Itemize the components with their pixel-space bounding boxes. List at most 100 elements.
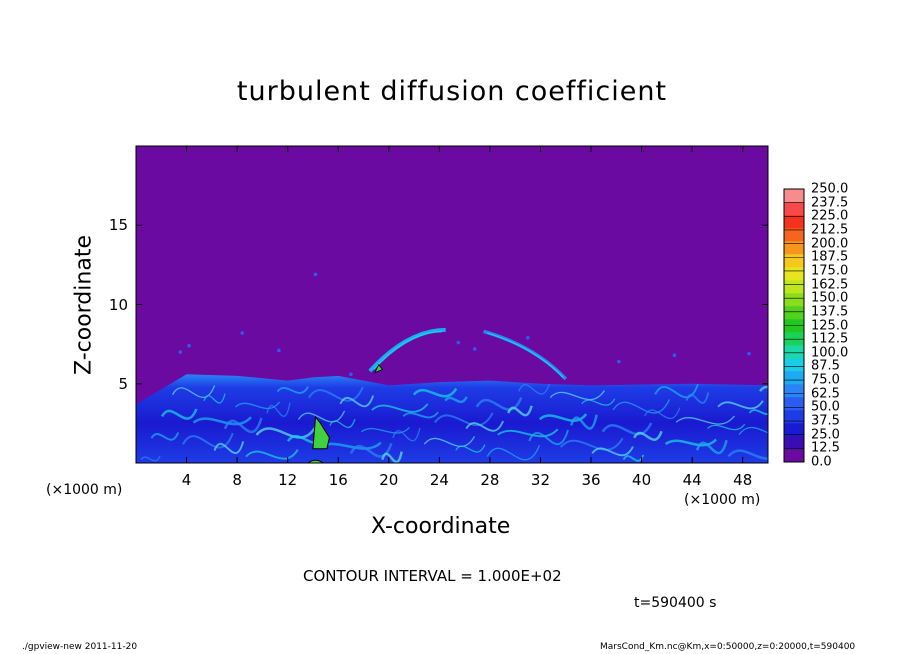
colorbar-swatch xyxy=(784,215,804,229)
eddy-streak xyxy=(371,403,429,413)
eddy-streak xyxy=(497,428,559,438)
x-tick-label: 4 xyxy=(181,471,192,489)
x-tick-label: 28 xyxy=(480,471,500,489)
eddy-streak xyxy=(654,383,699,399)
colorbar-swatch xyxy=(784,410,804,424)
eddy-streak xyxy=(434,412,494,427)
y-tick-label: 10 xyxy=(108,295,128,314)
colorbar-swatch xyxy=(784,241,804,255)
colorbar-level-label: 225.0 xyxy=(811,208,849,224)
colorbar-swatch xyxy=(784,267,804,281)
eddy-streak xyxy=(276,386,309,394)
x-tick-label: 36 xyxy=(581,471,601,489)
turbulence-speck xyxy=(277,348,281,353)
eddy-streak xyxy=(695,439,728,455)
eddy-streak xyxy=(412,387,458,398)
colorbar-swatch xyxy=(784,306,804,320)
eddy-streak xyxy=(381,451,403,463)
eddy-streak xyxy=(192,416,252,426)
filament-left-core xyxy=(373,330,442,370)
eddy-streak xyxy=(213,441,245,455)
x-tick-label: 16 xyxy=(328,471,348,489)
colorbar-swatch xyxy=(784,423,804,437)
eddy-streak xyxy=(203,393,226,404)
colorbar-swatch xyxy=(784,397,804,411)
eddy-streak xyxy=(738,424,768,439)
eddy-streak xyxy=(360,426,411,434)
eddy-streak xyxy=(559,437,624,451)
turbulence-speck xyxy=(747,351,751,356)
colorbar-swatch xyxy=(784,293,804,307)
colorbar-level-label: 237.5 xyxy=(811,195,849,211)
colorbar-swatch xyxy=(784,332,804,346)
turbulence-speck xyxy=(187,343,191,348)
eddy-streak xyxy=(707,423,746,431)
high-value-filament-patch xyxy=(374,363,384,374)
eddy-streak xyxy=(633,430,663,441)
colorbar-swatch xyxy=(784,436,804,450)
x-axis-unit-right: (×1000 m) xyxy=(684,492,761,508)
colorbar-swatch xyxy=(784,371,804,385)
eddy-streak xyxy=(581,398,616,406)
eddy-streak xyxy=(308,386,364,402)
colorbar-level-label: 200.0 xyxy=(811,236,849,252)
x-tick-label: 40 xyxy=(632,471,652,489)
turbulence-speck xyxy=(526,335,530,340)
turbulence-speck xyxy=(672,353,677,358)
chart-title: turbulent diffusion coefficient xyxy=(236,76,668,107)
colorbar-level-label: 87.5 xyxy=(811,358,840,374)
colorbar-level-label: 25.0 xyxy=(811,427,840,443)
turbulence-speck xyxy=(617,359,621,364)
colorbar-level-label: 125.0 xyxy=(811,318,849,333)
footer-right-text: MarsCond_Km.nc@Km,x=0:50000,z=0:20000,t=… xyxy=(600,642,856,652)
turbulence-speck xyxy=(178,350,183,354)
x-axis-label: X-coordinate xyxy=(371,514,511,539)
high-value-plume xyxy=(312,415,330,450)
eddy-streak xyxy=(160,408,198,420)
eddy-streak xyxy=(518,382,551,395)
colorbar-swatch xyxy=(784,189,804,203)
eddy-streak xyxy=(182,432,234,449)
x-tick-label: 44 xyxy=(682,471,702,489)
eddy-streak xyxy=(675,415,735,425)
eddy-streak xyxy=(423,436,476,448)
colorbar-swatch xyxy=(784,254,804,268)
eddy-streak xyxy=(140,455,161,462)
eddy-streak xyxy=(748,408,768,415)
turbulence-speck xyxy=(240,331,244,335)
eddy-streak xyxy=(171,385,216,399)
eddy-streak xyxy=(758,384,768,394)
eddy-streak xyxy=(549,390,605,401)
eddy-streak xyxy=(444,396,468,404)
eddy-streak xyxy=(664,438,718,447)
x-axis-unit-left: (×1000 m) xyxy=(46,482,123,498)
eddy-streak xyxy=(685,392,710,404)
eddy-streak xyxy=(507,405,533,417)
eddy-streak xyxy=(591,446,634,457)
colorbar-level-label: 187.5 xyxy=(811,249,849,265)
x-tick-label: 24 xyxy=(429,471,449,489)
eddy-streak xyxy=(717,400,764,410)
colorbar-swatch xyxy=(784,449,804,463)
eddy-streak xyxy=(266,402,291,417)
eddy-streak xyxy=(528,429,569,446)
eddy-streak xyxy=(486,445,541,461)
eddy-streak xyxy=(465,420,504,432)
eddy-streak xyxy=(150,432,180,441)
turbulence-speck xyxy=(456,340,461,345)
eddy-streak xyxy=(245,449,299,460)
colorbar-swatch xyxy=(784,202,804,216)
eddy-streak xyxy=(297,410,346,423)
eddy-streak xyxy=(349,442,393,458)
colorbar-swatch xyxy=(784,384,804,398)
colorbar-level-label: 100.0 xyxy=(811,345,849,361)
eddy-streak xyxy=(569,414,598,430)
colorbar-level-label: 50.0 xyxy=(811,399,840,415)
colorbar-swatch xyxy=(784,345,804,359)
colorbar-level-label: 37.5 xyxy=(811,413,840,429)
eddy-streak xyxy=(223,417,263,434)
colorbar-level-label: 62.5 xyxy=(811,386,840,402)
colorbar-level-label: 162.5 xyxy=(811,277,849,293)
colorbar-level-label: 250.0 xyxy=(811,181,849,197)
